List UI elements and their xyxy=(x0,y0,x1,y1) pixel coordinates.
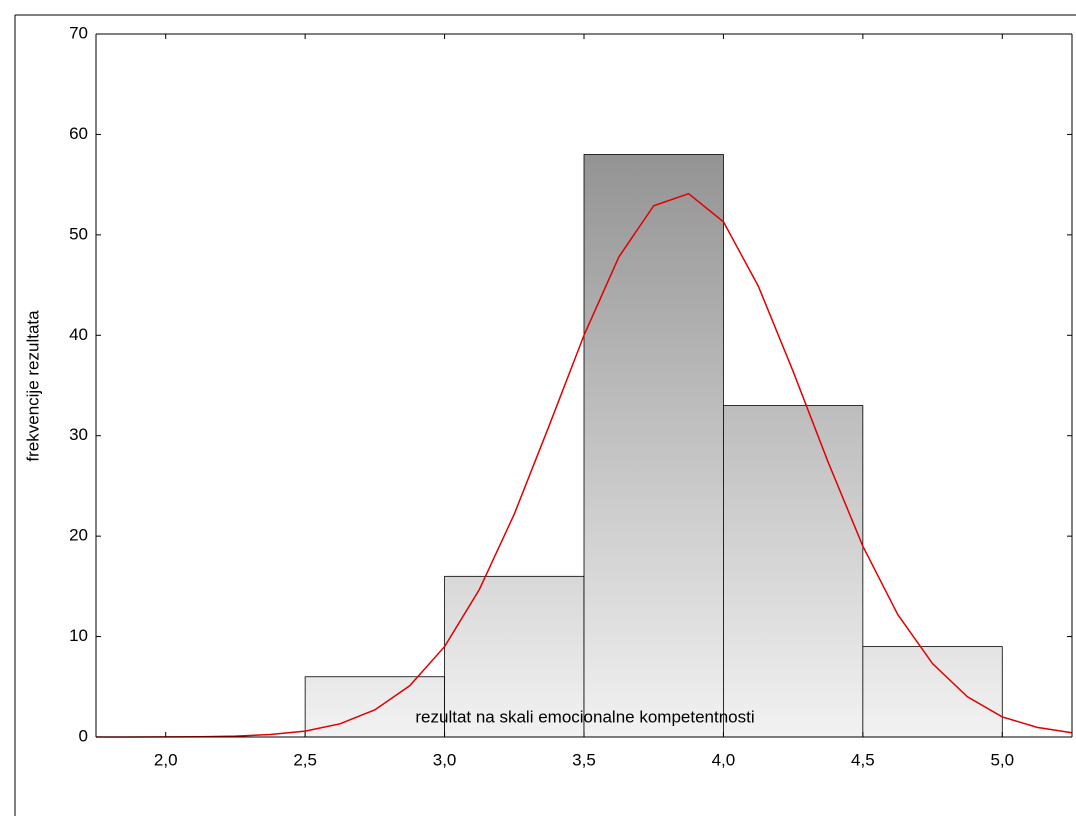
x-tick-label: 4,0 xyxy=(712,750,736,769)
x-tick-label: 3,5 xyxy=(572,750,596,769)
y-tick-label: 20 xyxy=(69,526,88,545)
y-tick-label: 60 xyxy=(69,124,88,143)
y-tick-label: 50 xyxy=(69,224,88,243)
y-tick-label: 0 xyxy=(79,726,88,745)
bar xyxy=(444,575,585,738)
x-tick-label: 3,0 xyxy=(433,750,457,769)
x-tick-label: 2,0 xyxy=(154,750,178,769)
x-tick-label: 4,5 xyxy=(851,750,875,769)
normal-curve xyxy=(96,192,1073,738)
bar xyxy=(583,154,724,738)
y-tick-label: 40 xyxy=(69,325,88,344)
y-axis-label: frekvencije rezultata xyxy=(23,310,42,462)
bar xyxy=(304,676,445,738)
x-tick-label: 5,0 xyxy=(990,750,1014,769)
x-tick-label: 2,5 xyxy=(293,750,317,769)
x-axis-label: rezultat na skali emocionalne kompetentn… xyxy=(415,707,754,726)
bar xyxy=(862,646,1003,738)
bar xyxy=(723,405,864,738)
y-tick-label: 30 xyxy=(69,425,88,444)
y-tick-label: 10 xyxy=(69,626,88,645)
y-tick-label: 70 xyxy=(69,23,88,42)
